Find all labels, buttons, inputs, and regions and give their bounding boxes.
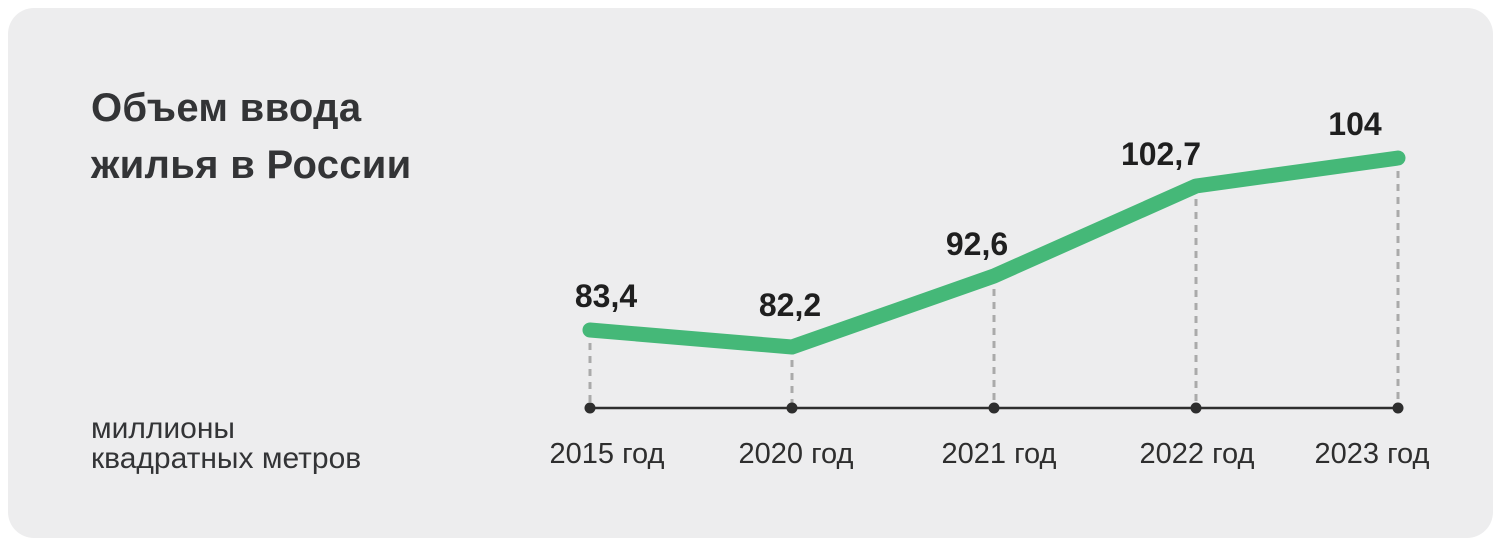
chart-title-line1: Объем ввода [91,86,362,130]
chart-title-line2: жилья в России [91,143,412,187]
unit-note-line1: миллионы [91,412,235,445]
chart-title: Объем ввода жилья в России [91,80,412,194]
chart-card: Объем ввода жилья в России миллионы квад… [8,8,1493,538]
unit-note-line2: квадратных метров [91,442,362,475]
y-axis-unit-note: миллионы квадратных метров [91,414,361,474]
